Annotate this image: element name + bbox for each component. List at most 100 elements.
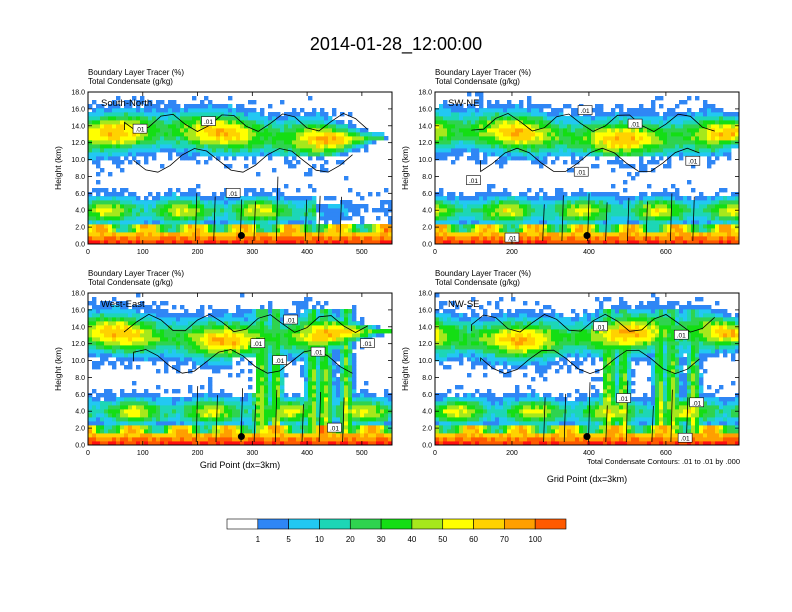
field-cell xyxy=(120,337,125,342)
field-cell xyxy=(164,212,169,217)
field-cell xyxy=(328,140,333,145)
field-cell xyxy=(292,204,297,209)
field-cell xyxy=(176,425,181,430)
field-cell xyxy=(324,196,329,201)
field-cell xyxy=(611,128,616,133)
field-cell xyxy=(699,224,704,229)
field-cell xyxy=(675,124,680,129)
field-cell xyxy=(328,236,333,241)
field-cell xyxy=(443,236,448,241)
field-cell xyxy=(248,224,253,229)
field-cell xyxy=(228,349,233,354)
field-cell xyxy=(160,224,165,229)
field-cell xyxy=(499,224,504,229)
field-cell xyxy=(264,208,269,213)
field-cell xyxy=(100,200,105,205)
field-cell xyxy=(188,188,193,193)
field-cell xyxy=(344,128,349,133)
field-cell xyxy=(619,228,624,233)
field-cell xyxy=(607,192,612,197)
field-cell xyxy=(112,297,117,302)
contour-line xyxy=(304,199,308,242)
x-tick-label: 200 xyxy=(192,249,204,256)
field-cell xyxy=(196,116,201,121)
field-cell xyxy=(88,148,93,153)
field-cell xyxy=(168,409,173,414)
field-cell xyxy=(112,437,117,442)
field-cell xyxy=(483,160,488,165)
contour-line xyxy=(213,196,216,242)
field-cell xyxy=(615,140,620,145)
field-cell xyxy=(459,212,464,217)
field-cell xyxy=(192,441,197,445)
field-cell xyxy=(527,116,532,121)
field-cell xyxy=(655,128,660,133)
field-cell xyxy=(228,341,233,346)
field-cell xyxy=(451,228,456,233)
field-cell xyxy=(559,148,564,153)
field-cell xyxy=(715,240,720,244)
field-cell xyxy=(124,421,129,426)
field-cell xyxy=(128,437,133,442)
field-cell xyxy=(591,200,596,205)
field-cell xyxy=(104,196,109,201)
field-cell xyxy=(435,228,440,233)
field-cell xyxy=(487,112,492,117)
field-cell xyxy=(152,208,157,213)
field-cell xyxy=(735,112,739,117)
field-cell xyxy=(232,136,237,141)
field-cell xyxy=(100,313,105,318)
field-cell xyxy=(719,200,724,205)
field-cell xyxy=(196,184,201,189)
field-cell xyxy=(100,108,105,113)
field-cell xyxy=(451,152,456,157)
field-cell xyxy=(495,128,500,133)
field-cell xyxy=(312,148,317,153)
field-cell xyxy=(643,144,648,149)
field-cell xyxy=(288,128,293,133)
field-cell xyxy=(208,104,213,109)
field-cell xyxy=(503,104,508,109)
field-cell xyxy=(555,212,560,217)
field-cell xyxy=(435,136,440,141)
field-cell xyxy=(212,108,217,113)
field-cell xyxy=(148,120,153,125)
field-cell xyxy=(128,349,133,354)
field-cell xyxy=(667,240,672,244)
field-cell xyxy=(607,196,612,201)
field-cell xyxy=(659,124,664,129)
field-cell xyxy=(611,140,616,145)
field-cell xyxy=(547,236,552,241)
field-cell xyxy=(120,389,125,394)
field-cell xyxy=(348,144,353,149)
field-cell xyxy=(324,152,329,157)
field-cell xyxy=(691,116,696,121)
field-cell xyxy=(188,409,193,414)
field-cell xyxy=(527,108,532,113)
field-cell xyxy=(543,200,548,205)
field-cell xyxy=(703,208,708,213)
field-cell xyxy=(663,152,668,157)
field-cell xyxy=(352,148,357,153)
field-cell xyxy=(547,112,552,117)
field-cell xyxy=(527,224,532,229)
field-cell xyxy=(459,108,464,113)
field-cell xyxy=(180,333,185,338)
field-cell xyxy=(571,228,576,233)
field-cell xyxy=(631,228,636,233)
field-cell xyxy=(200,425,205,430)
field-cell xyxy=(611,224,616,229)
field-cell xyxy=(643,228,648,233)
field-cell xyxy=(236,140,241,145)
field-cell xyxy=(260,208,265,213)
field-cell xyxy=(435,128,440,133)
field-cell xyxy=(320,116,325,121)
field-cell xyxy=(240,124,245,129)
field-cell xyxy=(148,208,153,213)
field-cell xyxy=(459,144,464,149)
field-cell xyxy=(328,224,333,229)
field-cell xyxy=(336,216,341,221)
field-cell xyxy=(555,196,560,201)
field-cell xyxy=(92,224,97,229)
field-cell xyxy=(288,208,293,213)
